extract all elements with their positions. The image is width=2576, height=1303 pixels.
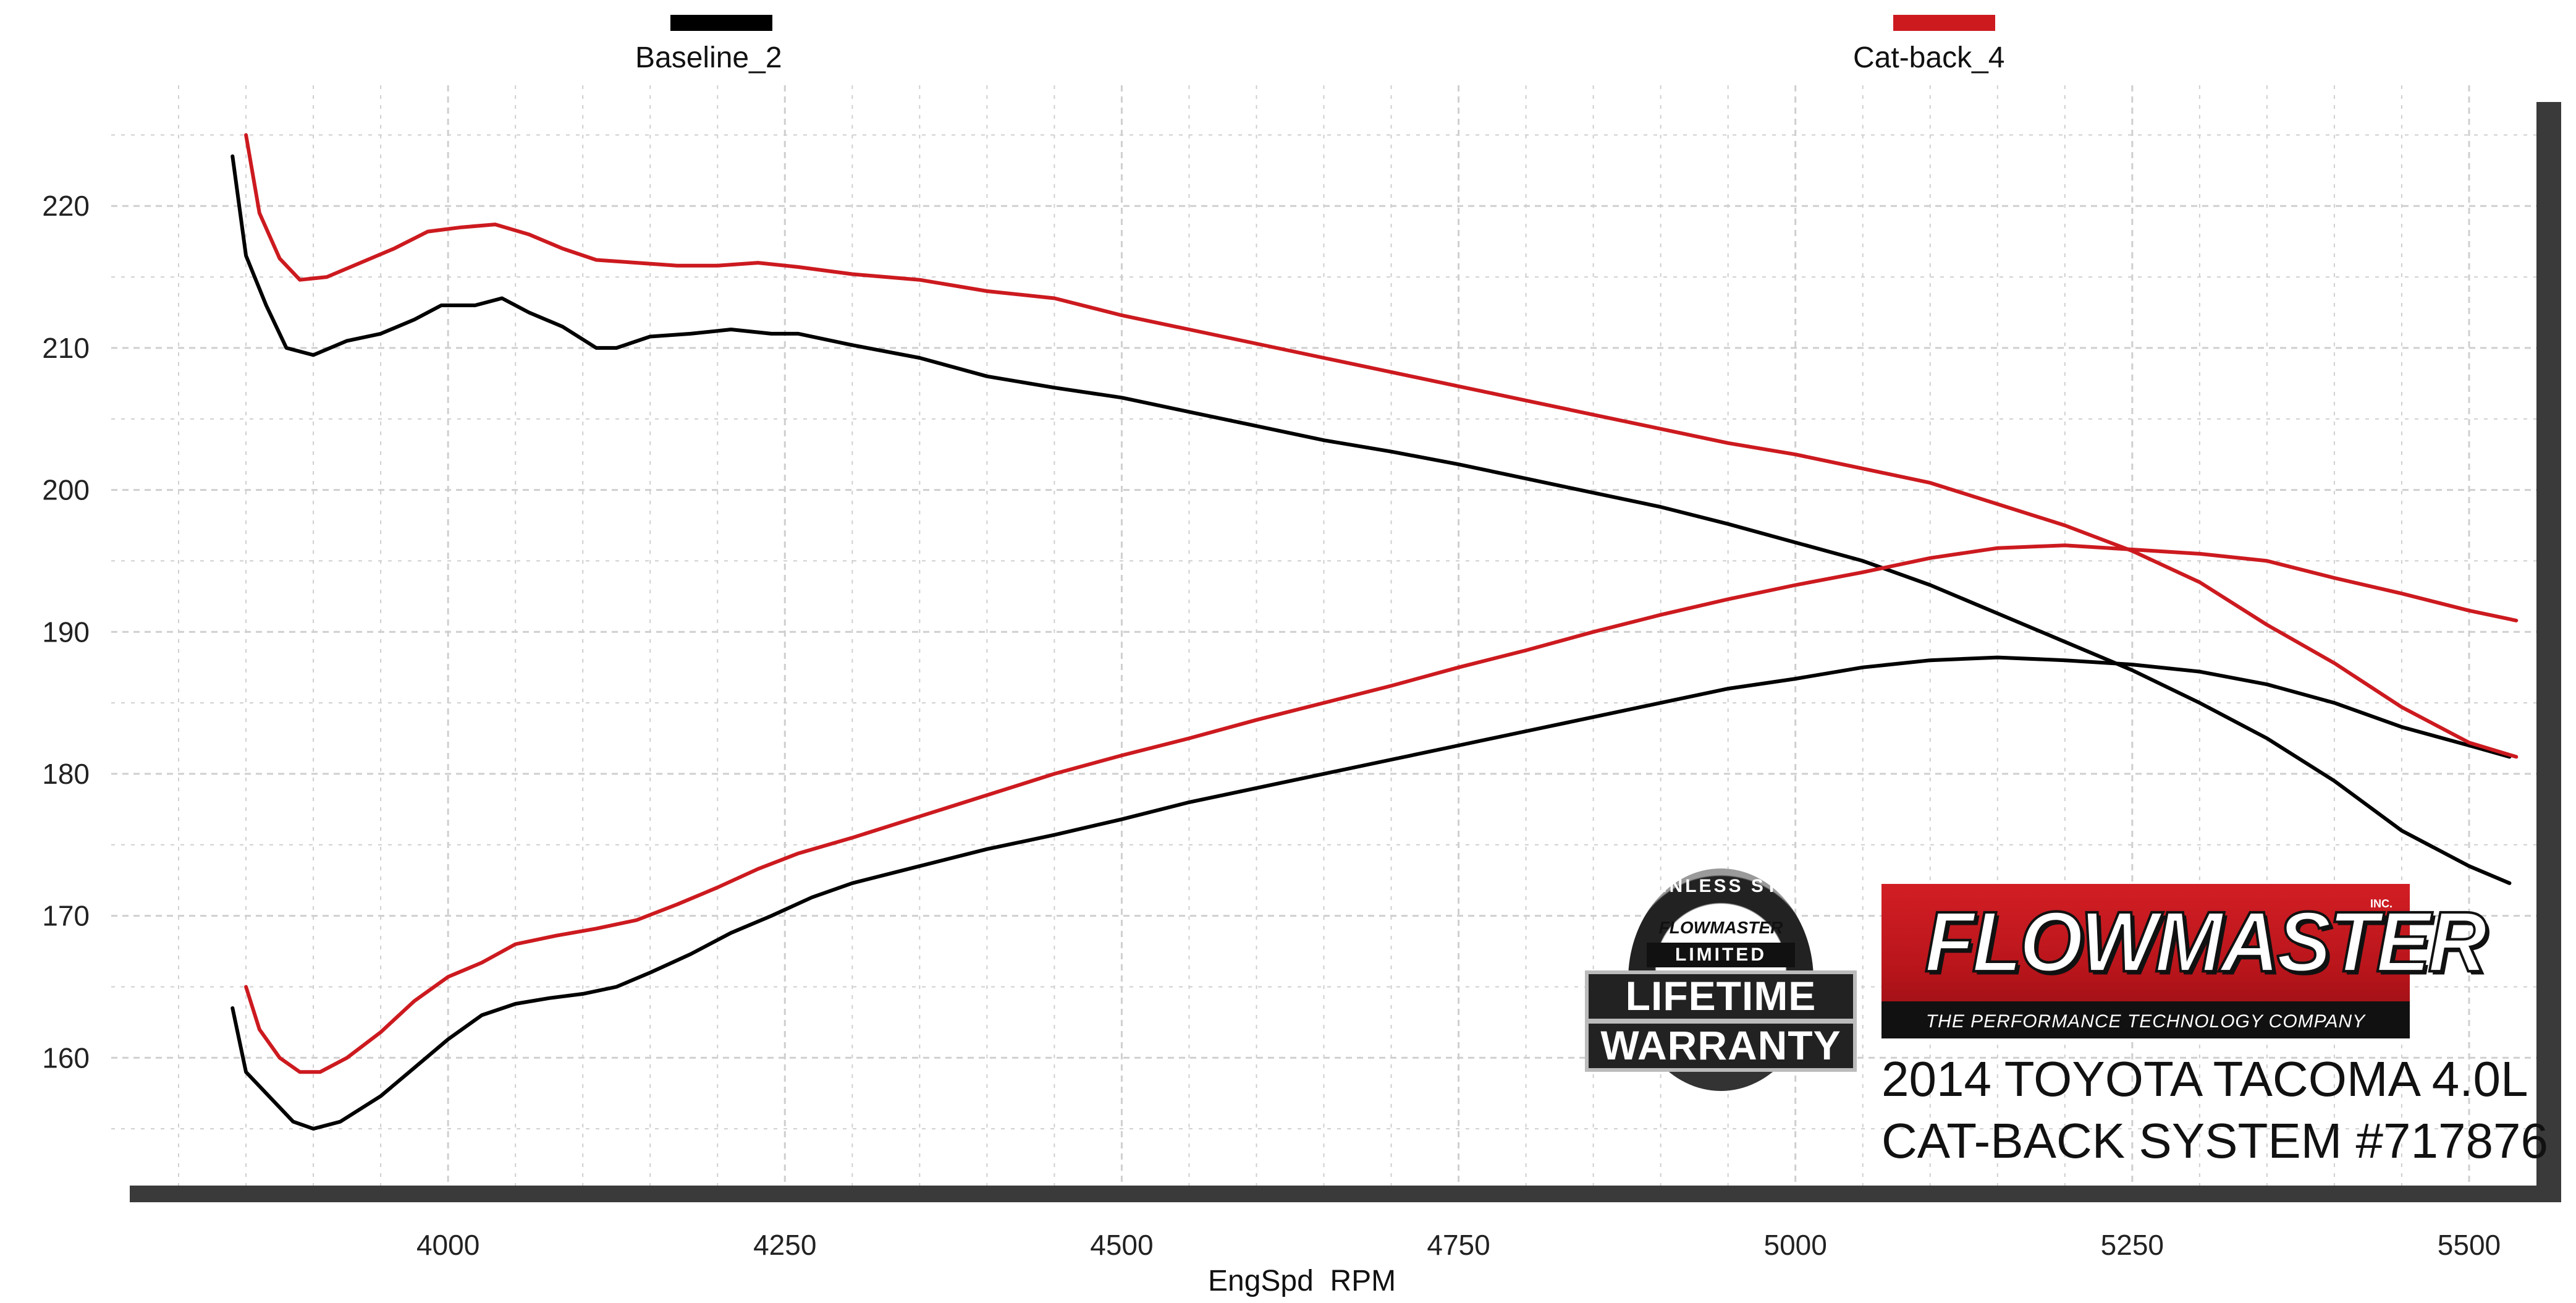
axis-ticks: 160 170 180 190 200 210 220 4000 4250 4500 4750 500… [42,190,2501,1261]
x-tick-label: 5000 [1764,1229,1827,1261]
x-tick-label: 4750 [1427,1229,1490,1261]
series-line-catback-torque [244,133,2519,759]
x-tick-label: 4250 [753,1229,816,1261]
brand-band [1881,1001,2410,1038]
y-tick-label: 180 [42,758,90,790]
series-line-catback-horsepower [244,543,2519,1074]
legend-label-baseline: Baseline_2 [635,41,782,74]
x-tick-label: 4500 [1090,1229,1153,1261]
legend-swatch-catback [1893,15,1995,31]
brand-name: FLOWMASTER [1924,893,2488,991]
badge-warranty: WARRANTY [1585,1020,1857,1072]
legend-label-catback: Cat-back_4 [1853,41,2005,74]
badge-lifetime: LIFETIME [1585,970,1857,1022]
warranty-badge: STAINLESS STEEL FLOWMASTER LIMITED LIFET… [1585,868,1857,1091]
x-axis-title: EngSpd RPM [1208,1265,1396,1297]
y-tick-label: 160 [42,1042,90,1074]
y-tick-label: 190 [42,616,90,648]
x-tick-label: 5250 [2101,1229,2164,1261]
legend-swatch-baseline [670,15,772,31]
y-tick-label: 200 [42,474,90,506]
badge-arc-text: STAINLESS STEEL [1618,876,1823,896]
x-tick-label: 5500 [2438,1229,2501,1261]
vehicle-title: 2014 TOYOTA TACOMA 4.0L [1881,1051,2528,1106]
badge-limited: LIMITED [1647,943,1795,967]
flowmaster-logo: FLOWMASTER INC. THE PERFORMANCE TECHNOLO… [1881,884,2488,1038]
x-tick-label: 4000 [416,1229,479,1261]
y-tick-label: 170 [42,900,90,932]
series-line-baseline-horsepower [230,655,2512,1131]
series-line-baseline-torque [230,154,2512,885]
y-tick-label: 210 [42,332,90,364]
brand-tagline: THE PERFORMANCE TECHNOLOGY COMPANY [1925,1011,2366,1032]
y-tick-label: 220 [42,190,90,222]
brand-inc: INC. [2370,898,2392,910]
system-title: CAT-BACK SYSTEM #717876 [1881,1113,2548,1168]
series-lines [230,133,2519,1131]
badge-brand: FLOWMASTER [1658,918,1783,937]
